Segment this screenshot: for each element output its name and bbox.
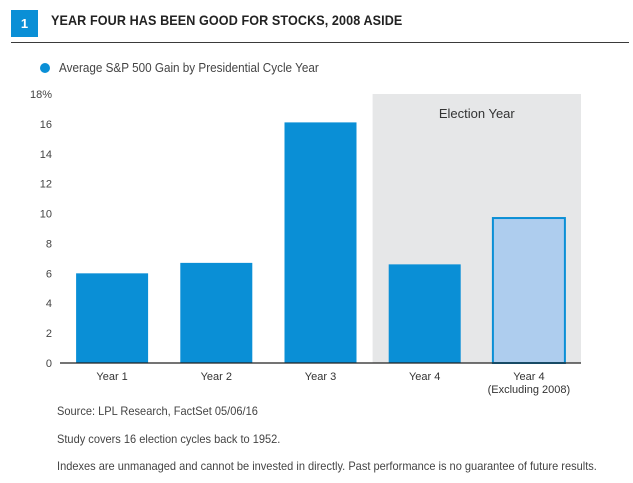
election-year-label: Election Year [439,106,516,121]
bar-1 [76,273,149,363]
disclaimer-note: Indexes are unmanaged and cannot be inve… [57,459,597,473]
bar-5 [491,217,566,364]
bar-4 [388,264,461,363]
y-tick-label: 8 [46,238,52,250]
x-tick-label: Year 1 [96,371,127,383]
x-tick-sublabel: (Excluding 2008) [488,384,571,396]
legend: Average S&P 500 Gain by Presidential Cyc… [40,60,348,75]
source-note: Source: LPL Research, FactSet 05/06/16 [57,404,258,418]
y-tick-label: 14 [40,149,52,161]
study-note: Study covers 16 election cycles back to … [57,432,281,446]
x-tick-label: Year 2 [201,371,232,383]
bar-2 [180,262,253,363]
legend-marker [40,62,50,73]
figure-header: 1 YEAR FOUR HAS BEEN GOOD FOR STOCKS, 20… [0,0,633,44]
bar-chart: Election Year 0 2 4 6 8 10 12 14 16 18% Year 1 Year … [30,89,581,396]
header-divider [11,42,629,43]
legend-label: Average S&P 500 Gain by Presidential Cyc… [59,60,319,75]
y-tick-label: 16 [40,119,52,131]
y-tick-label: 10 [40,209,52,221]
y-tick-label: 18% [30,89,52,101]
x-tick-label: Year 4 [513,371,544,383]
x-tick-label: Year 3 [305,371,336,383]
y-tick-label: 2 [46,328,52,340]
y-tick-label: 0 [46,358,52,370]
y-tick-label: 6 [46,268,52,280]
figure-number-badge: 1 [11,10,38,37]
chart-title: YEAR FOUR HAS BEEN GOOD FOR STOCKS, 2008… [51,12,403,28]
y-tick-label: 12 [40,179,52,191]
x-tick-label: Year 4 [409,371,440,383]
bar-3 [284,122,357,363]
y-tick-label: 4 [46,298,52,310]
